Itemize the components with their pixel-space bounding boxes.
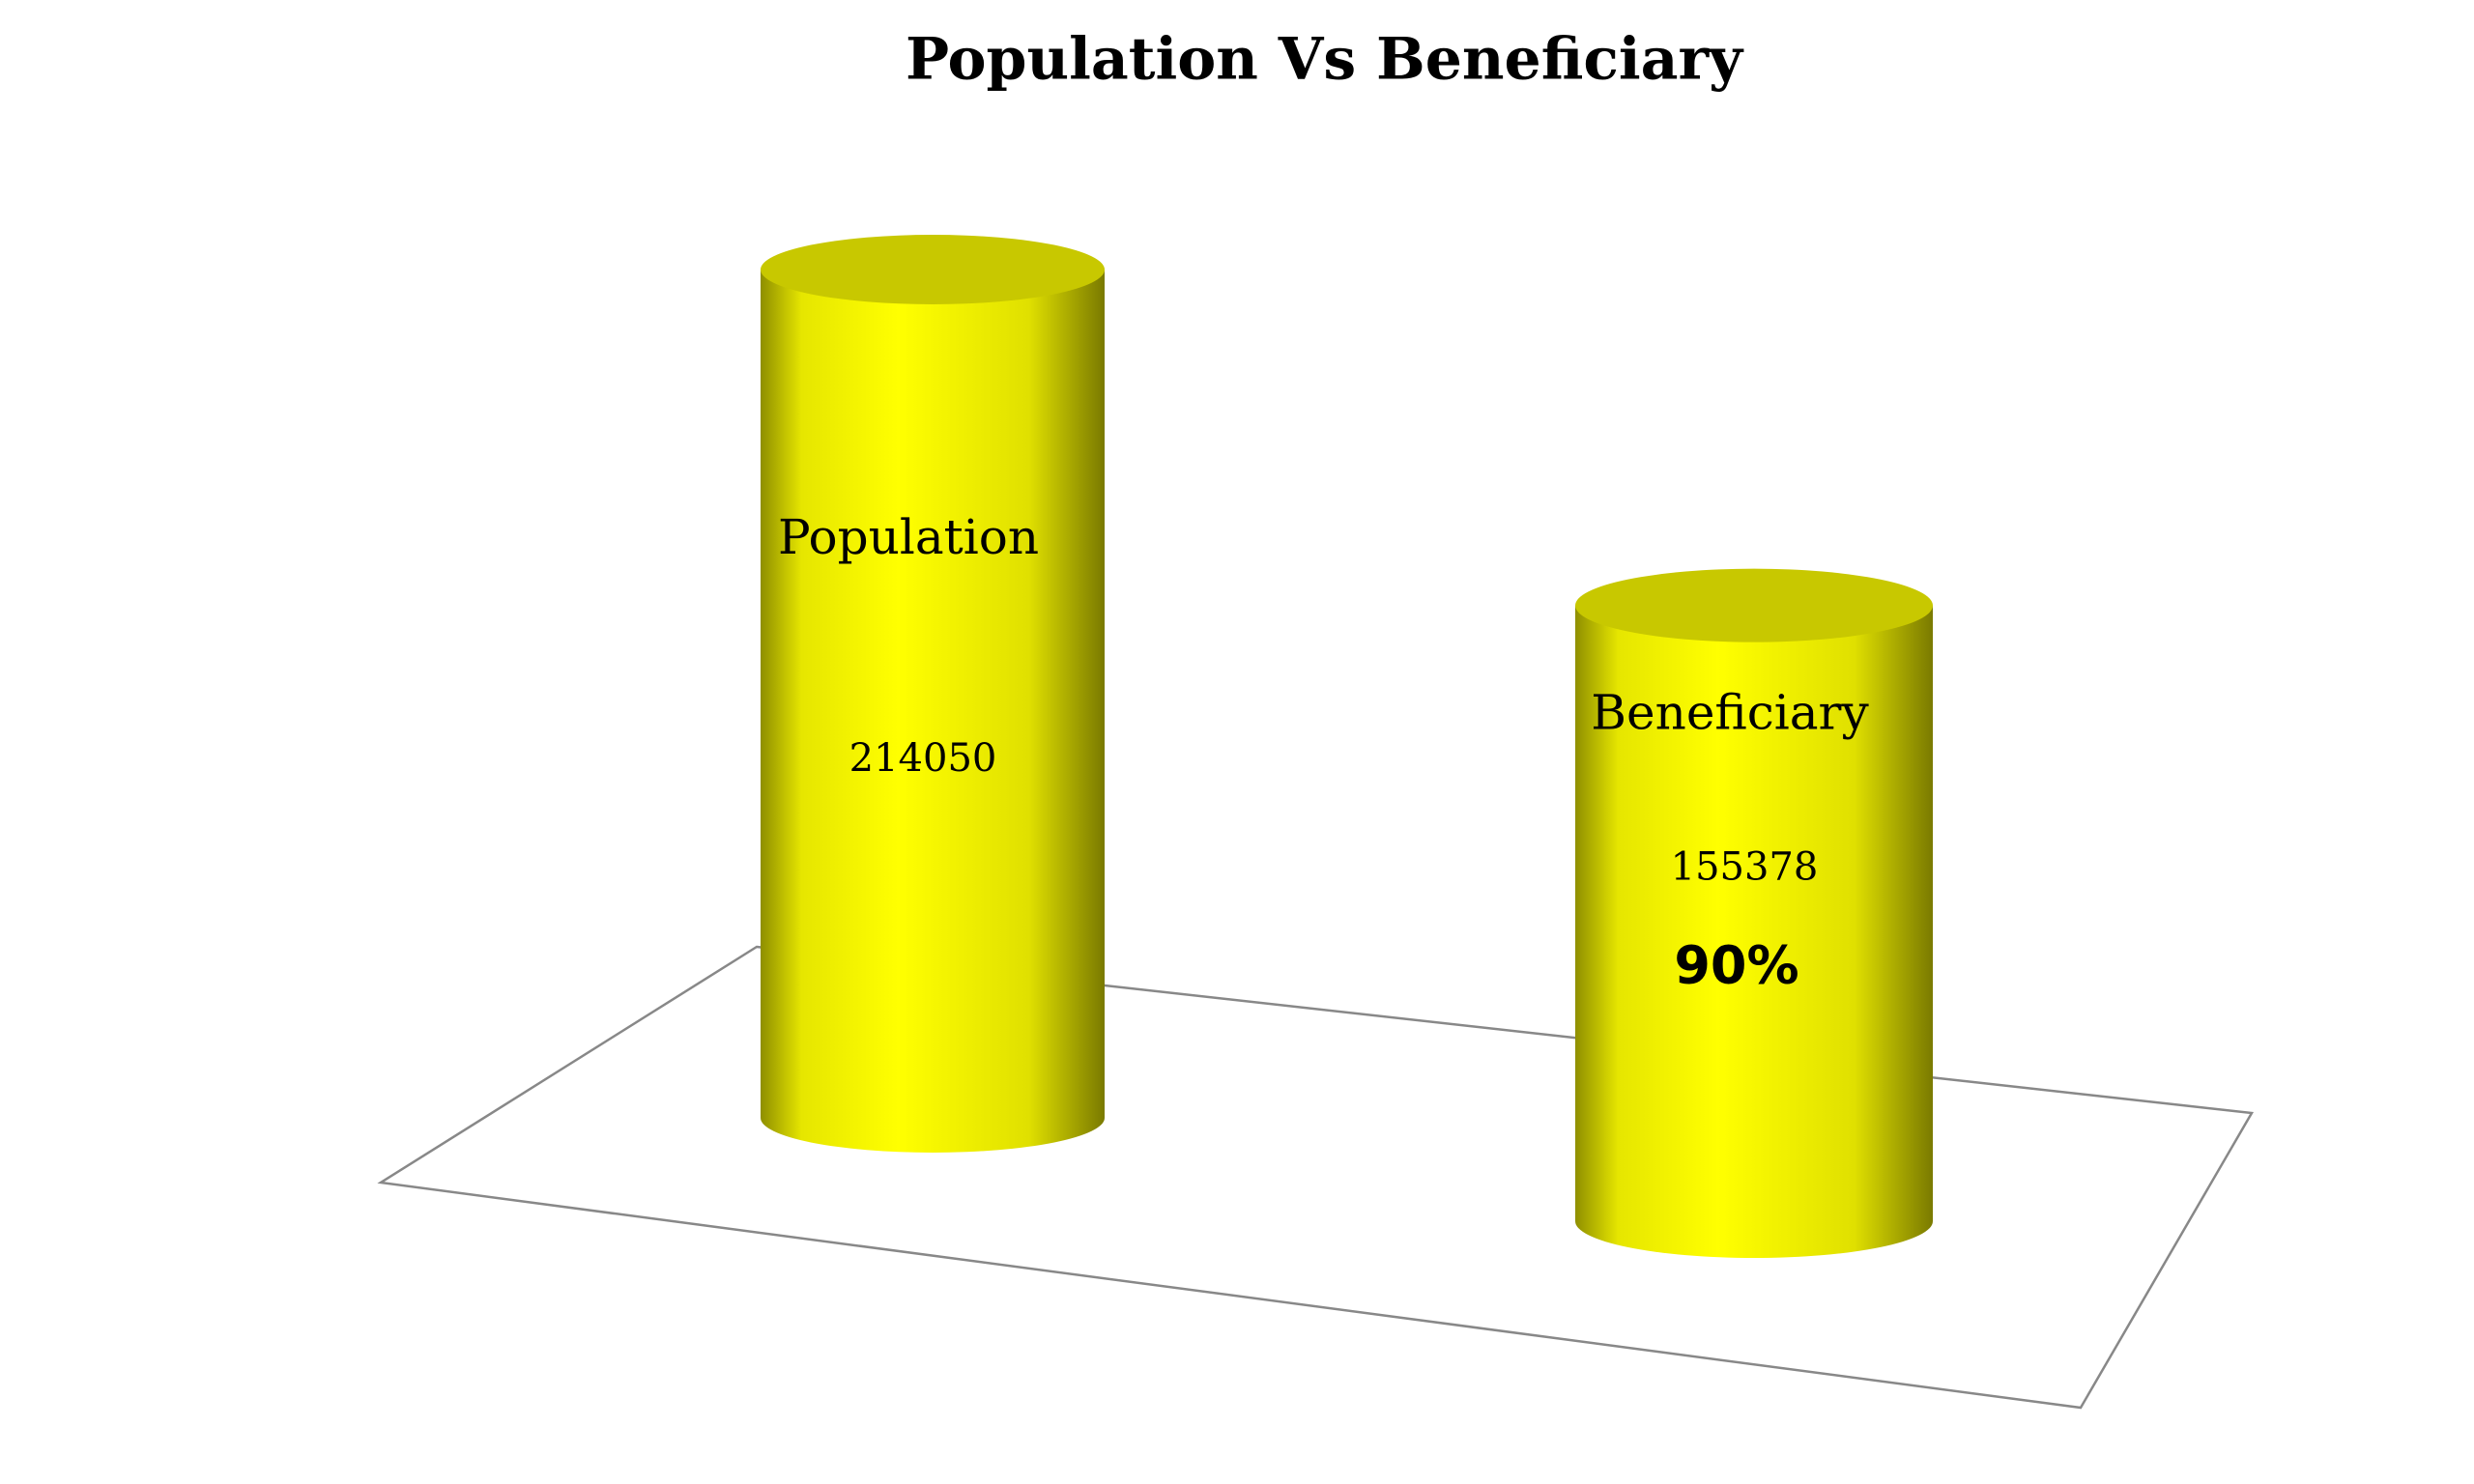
bar [1575,605,1933,1258]
annotation: 90% [1674,934,1798,995]
category-label: Beneficiary [1591,684,1869,740]
value-label: 155378 [1671,845,1819,890]
floor [377,945,2255,1410]
bar [761,270,1105,1153]
category-label: Population [778,509,1039,565]
bar-top [761,235,1105,304]
chart-title: Population Vs Beneficiary [906,26,1744,94]
value-label: 214050 [849,736,997,781]
bar-top [1575,568,1933,642]
